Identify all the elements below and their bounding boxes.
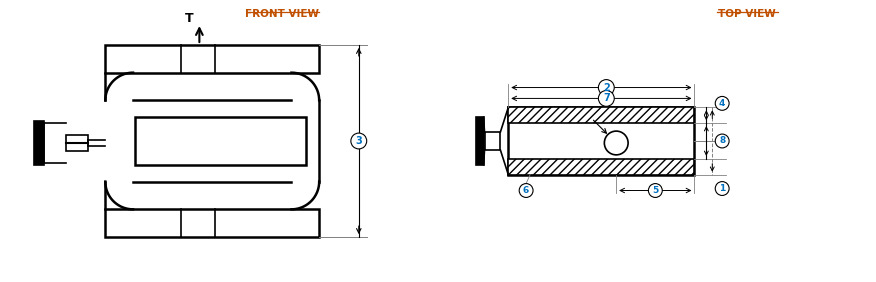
- Bar: [484, 132, 500, 150]
- Circle shape: [604, 131, 628, 155]
- Text: 2: 2: [603, 83, 610, 92]
- Text: 3: 3: [356, 136, 362, 146]
- Text: 6: 6: [523, 186, 529, 195]
- Circle shape: [519, 184, 533, 197]
- Bar: [476, 117, 484, 165]
- Circle shape: [715, 134, 729, 148]
- Text: 8: 8: [719, 136, 725, 146]
- Text: 1: 1: [719, 184, 725, 193]
- Circle shape: [715, 182, 729, 195]
- Bar: [508, 159, 695, 175]
- Bar: [508, 107, 695, 175]
- Bar: [34, 121, 44, 165]
- Text: T: T: [185, 12, 194, 25]
- Text: TOP VIEW: TOP VIEW: [718, 9, 776, 19]
- Text: 7: 7: [603, 93, 610, 103]
- Circle shape: [715, 96, 729, 110]
- Bar: [66, 135, 88, 151]
- Text: FRONT VIEW: FRONT VIEW: [244, 9, 319, 19]
- Bar: [135, 117, 307, 165]
- Text: 5: 5: [653, 186, 659, 195]
- Circle shape: [351, 133, 367, 149]
- Circle shape: [598, 91, 614, 106]
- Bar: [105, 45, 319, 73]
- Circle shape: [648, 184, 662, 197]
- Circle shape: [598, 80, 614, 95]
- Text: 4: 4: [719, 99, 725, 108]
- Bar: [105, 209, 319, 237]
- Bar: [508, 107, 695, 123]
